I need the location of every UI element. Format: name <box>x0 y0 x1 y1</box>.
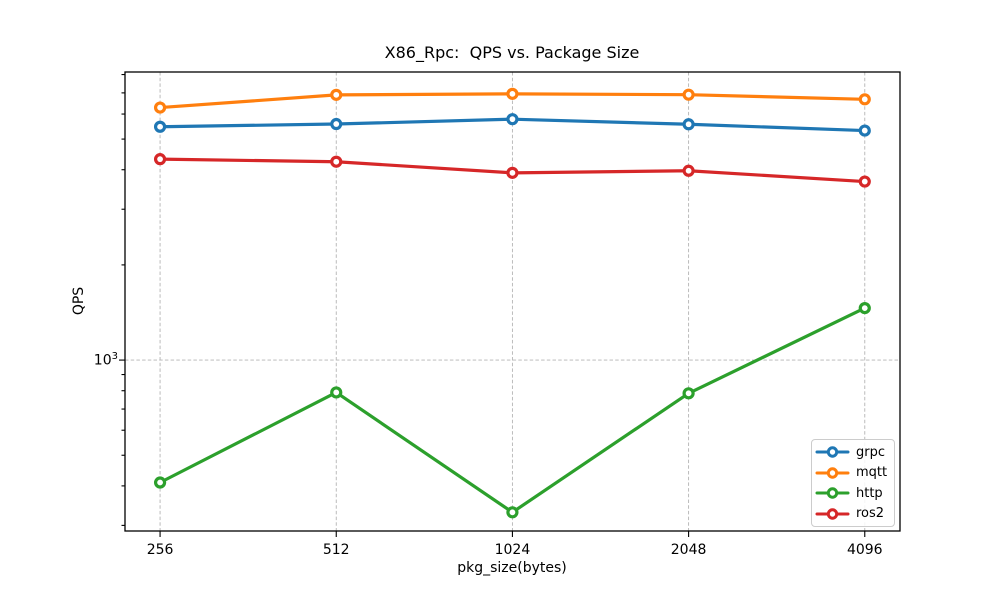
marker-mqtt <box>858 93 871 106</box>
marker-mqtt <box>153 101 167 114</box>
legend-marker-http <box>815 487 850 499</box>
legend-marker-grpc <box>815 446 850 459</box>
marker-mqtt <box>682 88 695 101</box>
y-tick-base: 10 <box>93 352 112 369</box>
marker-grpc <box>858 124 871 137</box>
chart-title: X86_Rpc: QPS vs. Package Size <box>384 43 640 62</box>
marker-grpc <box>506 113 519 126</box>
legend-marker-mqtt <box>815 467 850 479</box>
marker-http <box>682 387 695 400</box>
marker-mqtt <box>330 88 343 101</box>
marker-ros2 <box>506 166 519 179</box>
marker-http <box>506 506 519 519</box>
y-axis-label: QPS <box>71 286 87 316</box>
legend-item-http: http <box>815 483 894 503</box>
marker-ros2 <box>153 153 167 166</box>
marker-grpc <box>682 118 695 131</box>
x-tick-label: 1024 <box>494 542 531 558</box>
x-tick-label: 256 <box>146 542 174 558</box>
marker-http <box>153 476 167 489</box>
marker-ros2 <box>682 164 695 177</box>
legend-item-grpc: grpc <box>815 442 894 462</box>
marker-ros2 <box>330 155 343 168</box>
legend-label: grpc <box>856 444 885 460</box>
legend-label: http <box>856 485 883 501</box>
legend-item-mqtt: mqtt <box>815 463 894 483</box>
legend-marker-ros2 <box>815 507 850 520</box>
x-tick-label: 2048 <box>670 542 707 558</box>
marker-grpc <box>153 120 167 133</box>
x-tick-label: 512 <box>322 542 350 558</box>
legend: grpc mqtt http ros2 <box>811 439 895 527</box>
y-tick-exponent: 3 <box>111 350 118 362</box>
marker-mqtt <box>506 87 519 100</box>
marker-grpc <box>330 117 343 131</box>
legend-label: ros2 <box>856 506 885 522</box>
marker-ros2 <box>858 175 871 188</box>
x-tick-label: 4096 <box>846 542 883 558</box>
marker-http <box>330 386 343 399</box>
y-tick-label: 103 <box>94 351 118 369</box>
legend-label: mqtt <box>856 465 888 481</box>
marker-http <box>858 302 871 315</box>
legend-item-ros2: ros2 <box>815 504 894 524</box>
x-axis-label: pkg_size(bytes) <box>457 560 567 576</box>
